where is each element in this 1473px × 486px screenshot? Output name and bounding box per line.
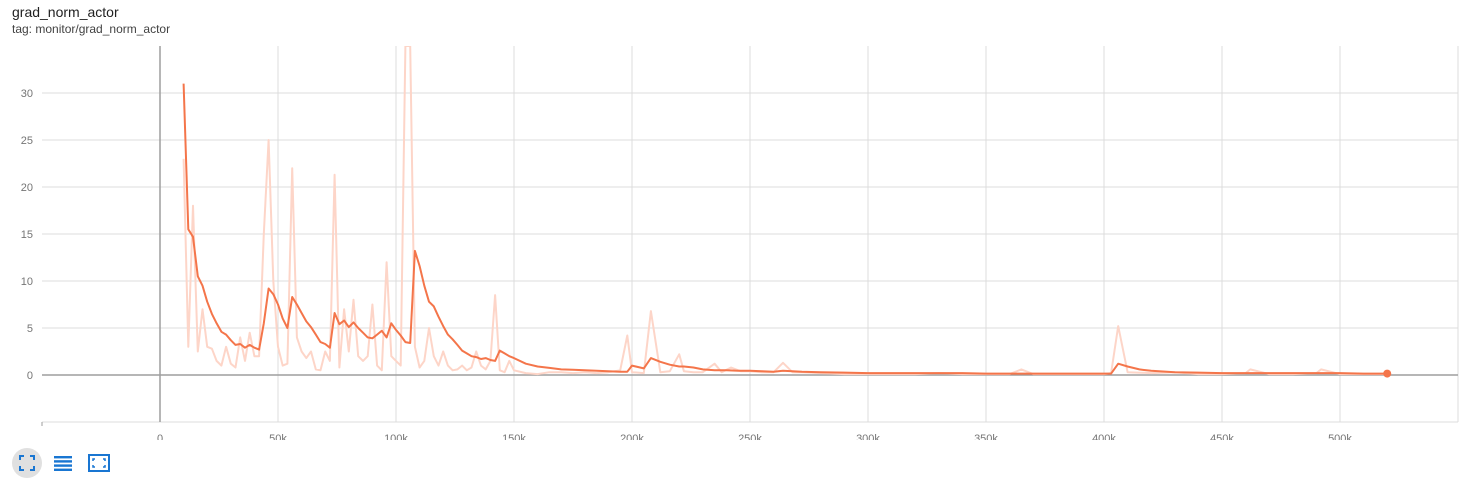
x-tick-label: 250k bbox=[738, 433, 762, 440]
expand-chart-button[interactable] bbox=[84, 448, 114, 478]
x-tick-label: 100k bbox=[384, 433, 408, 440]
tick-labels: 0 50k 100k 150k 200k 250k 300k 350k 400k 450k 500k… bbox=[21, 88, 1353, 440]
x-tick-label: 450k bbox=[1210, 433, 1234, 440]
x-tick-label: 0 bbox=[157, 433, 163, 440]
x-tick-label: 350k bbox=[974, 433, 998, 440]
y-tick-label: 10 bbox=[21, 276, 33, 288]
y-tick-label: 25 bbox=[21, 135, 33, 147]
smoothed-series-line bbox=[182, 83, 1388, 375]
raw-series-line bbox=[182, 46, 1388, 376]
x-tick-label: 200k bbox=[620, 433, 644, 440]
x-tick-label: 300k bbox=[856, 433, 880, 440]
y-tick-label: 0 bbox=[27, 370, 33, 382]
y-tick-label: 15 bbox=[21, 229, 33, 241]
expand-chart-icon bbox=[88, 454, 110, 472]
chart-tag: tag: monitor/grad_norm_actor bbox=[12, 22, 171, 36]
y-tick-label: 20 bbox=[21, 182, 33, 194]
x-tick-label: 50k bbox=[269, 433, 287, 440]
last-point-marker bbox=[1383, 369, 1392, 378]
chart-toolbar bbox=[12, 448, 114, 478]
series-group bbox=[182, 46, 1392, 378]
y-tick-label: 30 bbox=[21, 88, 33, 100]
x-tick-label: 500k bbox=[1328, 433, 1352, 440]
chart-title: grad_norm_actor bbox=[12, 4, 119, 20]
log-scale-button[interactable] bbox=[48, 448, 78, 478]
x-tick-label: 150k bbox=[502, 433, 526, 440]
fit-domain-icon bbox=[19, 455, 35, 471]
grid-lines bbox=[41, 46, 1459, 426]
fit-domain-button[interactable] bbox=[12, 448, 42, 478]
x-tick-label: 400k bbox=[1092, 433, 1116, 440]
log-scale-list-icon bbox=[54, 456, 72, 471]
y-tick-label: 5 bbox=[27, 323, 33, 335]
line-chart[interactable]: 0 50k 100k 150k 200k 250k 300k 350k 400k 450k 500k… bbox=[0, 0, 1473, 440]
